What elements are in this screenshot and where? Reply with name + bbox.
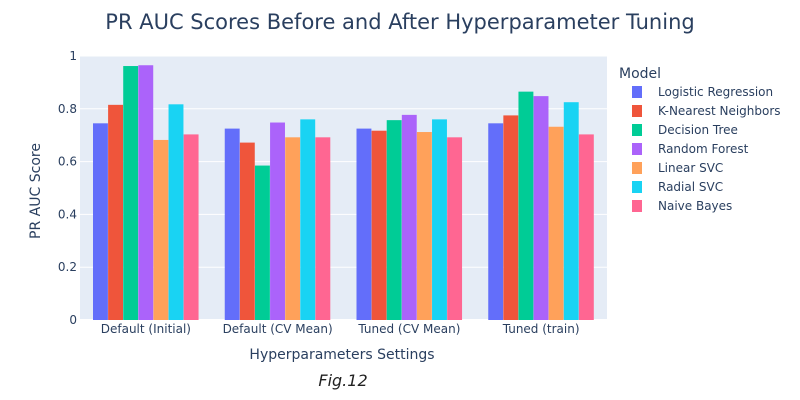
bar [432,119,447,320]
x-tick-label: Tuned (train) [502,322,580,336]
bar [356,128,372,320]
bar [300,119,316,320]
bar [503,115,519,321]
x-axis-title: Hyperparameters Settings [249,347,434,363]
bar [93,123,108,320]
bar [138,65,154,321]
bar [315,137,331,320]
bar [416,132,432,320]
legend-title: Model [619,66,661,82]
bar [183,134,199,320]
legend-label[interactable]: Random Forest [658,142,749,156]
y-tick-label: 0.4 [58,207,77,221]
bar [123,66,139,320]
bar [168,104,184,320]
legend-label[interactable]: Naive Bayes [658,199,732,213]
y-axis-title: PR AUC Score [28,143,44,239]
y-tick-label: 0.2 [58,260,77,274]
bar [270,122,285,320]
bar [447,137,463,320]
bar [548,126,564,320]
y-tick-label: 1 [69,49,77,63]
bar [401,114,417,320]
y-tick-label: 0.6 [58,155,77,169]
legend-swatch[interactable] [632,181,642,193]
legend-swatch[interactable] [632,200,642,212]
legend-label[interactable]: Decision Tree [658,123,738,137]
bar [371,130,387,320]
bar [153,139,169,320]
y-tick-label: 0 [69,313,77,327]
bar [285,137,301,320]
legend-swatch[interactable] [632,86,642,98]
bar [488,123,504,320]
bar [386,120,402,320]
bar [239,142,255,320]
figure-caption: Fig.12 [318,371,367,390]
bar [224,128,240,320]
x-tick-label: Default (CV Mean) [223,322,333,336]
bar [108,104,124,320]
bar [533,96,549,321]
legend-swatch[interactable] [632,124,642,136]
legend-label[interactable]: Radial SVC [658,180,723,194]
x-tick-label: Default (Initial) [101,322,191,336]
legend-label[interactable]: K-Nearest Neighbors [658,104,781,118]
legend-swatch[interactable] [632,105,642,117]
x-tick-label: Tuned (CV Mean) [357,322,460,336]
bar [518,91,534,320]
chart-title: PR AUC Scores Before and After Hyperpara… [105,10,694,34]
legend-swatch[interactable] [632,143,642,155]
bar [254,165,270,320]
bar [563,102,579,320]
legend-label[interactable]: Linear SVC [658,161,723,175]
legend-swatch[interactable] [632,162,642,174]
bar [578,134,594,320]
y-tick-label: 0.8 [58,102,77,116]
legend-label[interactable]: Logistic Regression [658,85,773,99]
